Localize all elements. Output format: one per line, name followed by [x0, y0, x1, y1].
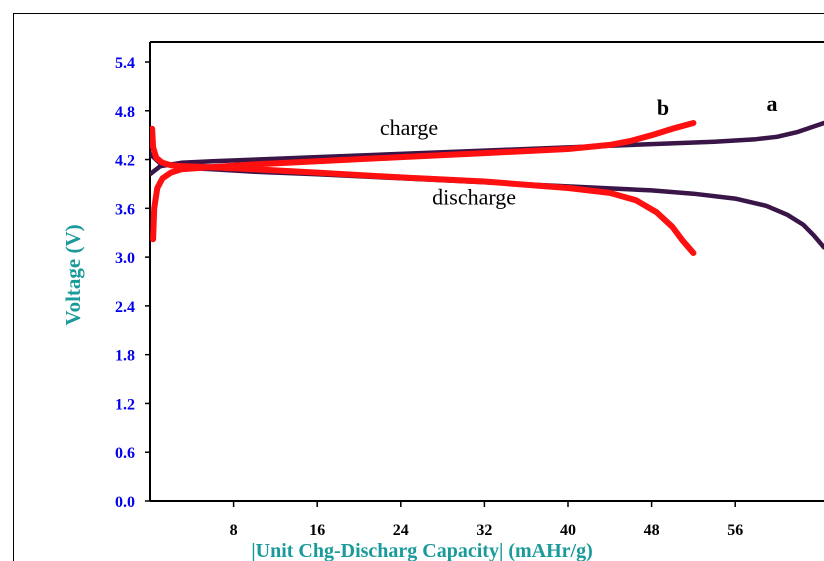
- chart-frame: [13, 13, 824, 561]
- y-tick-label: 2.4: [115, 299, 135, 316]
- y-tick-label: 0.0: [115, 494, 135, 511]
- axes: [149, 41, 824, 502]
- annotation-discharge: discharge: [432, 184, 516, 209]
- y-tick-label: 4.2: [115, 153, 135, 170]
- x-tick-label: 24: [393, 522, 409, 539]
- x-tick-label: 56: [727, 522, 743, 539]
- x-tick-label: 16: [309, 522, 325, 539]
- x-tick-label: 40: [560, 522, 576, 539]
- series-layer: [150, 120, 824, 256]
- x-tick-label: 8: [230, 522, 238, 539]
- y-tick-label: 4.8: [115, 104, 135, 121]
- y-tick-label: 1.2: [115, 396, 135, 413]
- series-b-curve-discharge: [150, 125, 697, 256]
- y-tick-label: 3.6: [115, 201, 135, 218]
- x-tick-label: 48: [644, 522, 660, 539]
- annotation-charge: charge: [380, 115, 438, 140]
- y-ticks: 0.0 0.6 1.2 1.8 2.4 3.0 3.6 4.2 4.8 5.4: [115, 55, 150, 511]
- y-tick-label: 5.4: [115, 55, 135, 72]
- x-tick-label: 32: [476, 522, 492, 539]
- x-ticks: 8 16 24 32 40 48 56: [230, 501, 743, 539]
- annotation-a: a: [767, 91, 778, 116]
- annotations: charge discharge b a: [380, 91, 778, 209]
- annotation-b: b: [657, 95, 669, 120]
- series-b-curve-charge: [150, 120, 697, 243]
- y-axis-label: Voltage (V): [61, 224, 85, 325]
- x-axis-label: |Unit Chg-Discharg Capacity| (mAHr/g): [251, 540, 593, 561]
- y-tick-label: 1.8: [115, 348, 135, 365]
- y-tick-label: 3.0: [115, 250, 135, 267]
- y-tick-label: 0.6: [115, 445, 135, 462]
